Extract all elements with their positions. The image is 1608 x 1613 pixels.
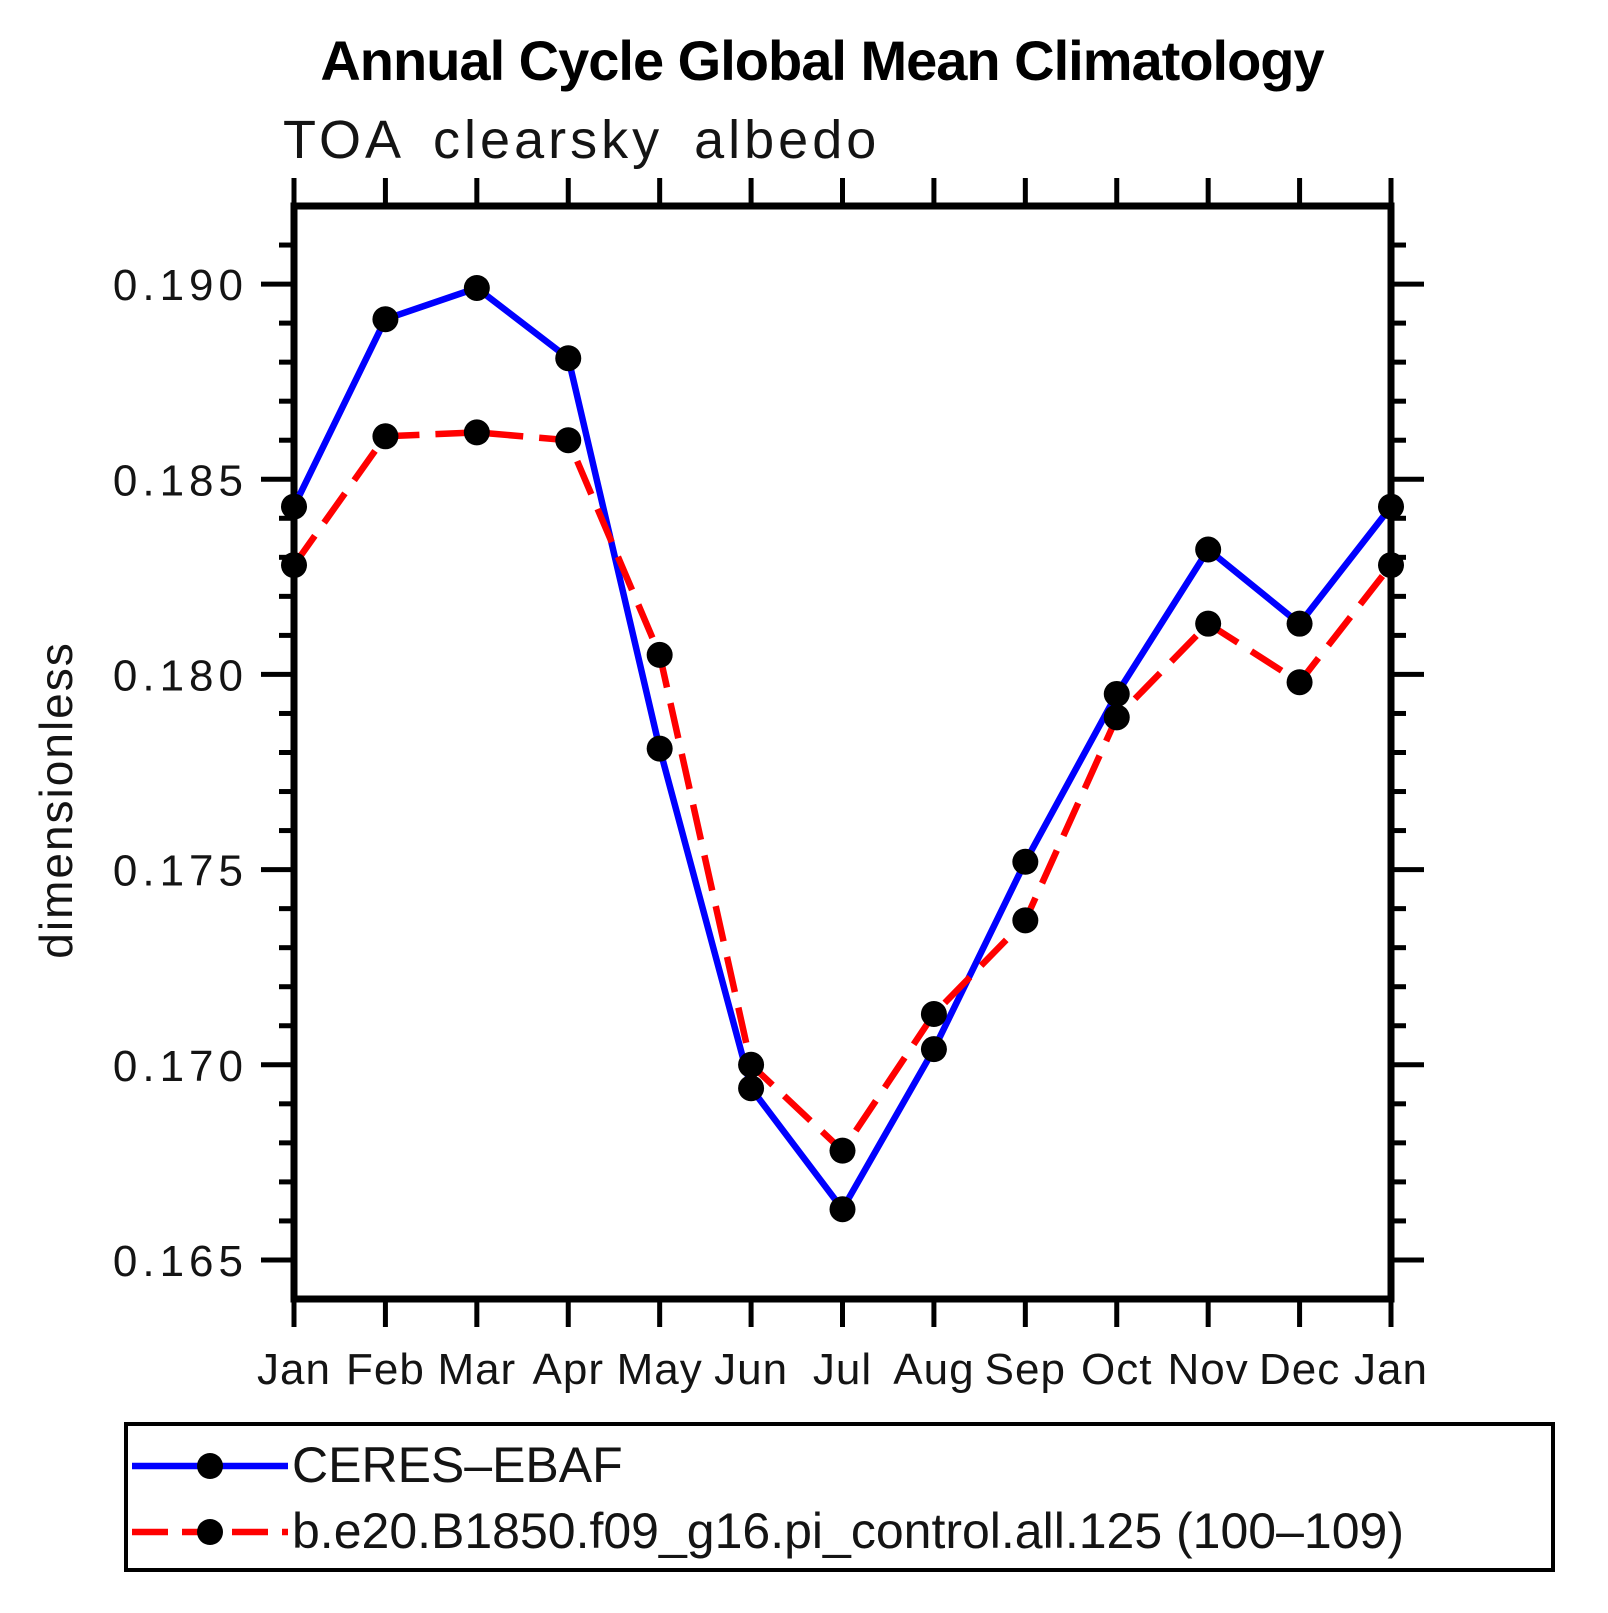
month-label: Apr — [533, 1345, 604, 1394]
data-point-ceres-ebaf-mar — [463, 274, 490, 301]
plot-frame — [290, 202, 1395, 1303]
data-point-ceres-ebaf-sep — [1012, 848, 1039, 875]
data-point-ceres-ebaf-aug — [920, 1036, 947, 1063]
month-label: Aug — [893, 1345, 974, 1394]
legend-label-ceres-ebaf: CERES–EBAF — [292, 1437, 623, 1493]
data-point-model-aug — [920, 1001, 947, 1028]
data-point-markers — [281, 274, 1404, 1223]
chart-title: Annual Cycle Global Mean Climatology — [320, 29, 1324, 92]
month-label: Jan — [1354, 1345, 1428, 1394]
data-point-model-jul — [829, 1137, 856, 1164]
month-label: May — [617, 1345, 703, 1394]
data-point-model-jan — [281, 552, 307, 579]
data-point-model-jan — [1378, 552, 1404, 579]
data-point-model-dec — [1286, 669, 1313, 696]
month-label: Nov — [1168, 1345, 1249, 1394]
month-label: Jan — [257, 1345, 331, 1394]
data-point-model-mar — [463, 419, 490, 446]
month-label: Jul — [813, 1345, 872, 1394]
data-point-ceres-ebaf-jan — [281, 493, 307, 520]
data-point-ceres-ebaf-oct — [1103, 680, 1130, 707]
data-point-model-sep — [1012, 907, 1039, 934]
legend-sample-marker-model — [197, 1519, 223, 1545]
legend-box — [124, 1422, 1555, 1572]
y-axis-tick-labels: 0.165 0.170 0.175 0.180 0.185 0.190 — [113, 261, 248, 1286]
data-point-ceres-ebaf-may — [646, 735, 673, 762]
legend: CERES–EBAF b.e20.B1850.f09_g16.pi_contro… — [124, 1422, 1555, 1572]
month-label: Dec — [1259, 1345, 1340, 1394]
x-axis-ticks — [291, 178, 1394, 1327]
data-point-ceres-ebaf-jun — [738, 1075, 765, 1102]
y-tick-label: 0.170 — [113, 1042, 248, 1091]
series-line-ceres-ebaf — [291, 284, 1394, 1213]
month-label: Oct — [1081, 1345, 1152, 1394]
month-label: Mar — [437, 1345, 516, 1394]
month-label: Jun — [714, 1345, 788, 1394]
data-series-lines — [291, 284, 1394, 1213]
data-point-ceres-ebaf-jul — [829, 1196, 856, 1223]
legend-label-model: b.e20.B1850.f09_g16.pi_control.all.125 (… — [292, 1503, 1404, 1559]
y-axis-label: dimensionless — [30, 641, 82, 958]
month-label: Sep — [985, 1345, 1066, 1394]
data-point-model-jun — [738, 1051, 765, 1078]
y-tick-label: 0.190 — [113, 261, 248, 310]
legend-sample-marker-ceres-ebaf — [197, 1453, 223, 1479]
data-point-model-oct — [1103, 704, 1130, 731]
month-label: Feb — [346, 1345, 425, 1394]
y-tick-label: 0.185 — [113, 456, 248, 505]
data-point-model-nov — [1195, 610, 1222, 637]
data-point-model-may — [646, 641, 673, 668]
data-point-ceres-ebaf-apr — [555, 345, 582, 372]
chart-subtitle: TOA clearsky albedo — [283, 110, 880, 170]
y-tick-label: 0.180 — [113, 651, 248, 700]
data-point-ceres-ebaf-nov — [1195, 536, 1222, 563]
data-point-model-apr — [555, 427, 582, 454]
x-axis-month-labels: Jan Feb Mar Apr May Jun Jul Aug Sep Oct Nov Dec Jan — [257, 1345, 1428, 1394]
y-tick-label: 0.165 — [113, 1237, 248, 1286]
data-point-ceres-ebaf-feb — [372, 306, 399, 333]
data-point-ceres-ebaf-jan — [1378, 493, 1404, 520]
y-axis-ticks — [261, 242, 1424, 1263]
data-point-model-feb — [372, 423, 399, 450]
data-point-ceres-ebaf-dec — [1286, 610, 1313, 637]
y-tick-label: 0.175 — [113, 847, 248, 896]
series-line-model — [291, 429, 1394, 1154]
